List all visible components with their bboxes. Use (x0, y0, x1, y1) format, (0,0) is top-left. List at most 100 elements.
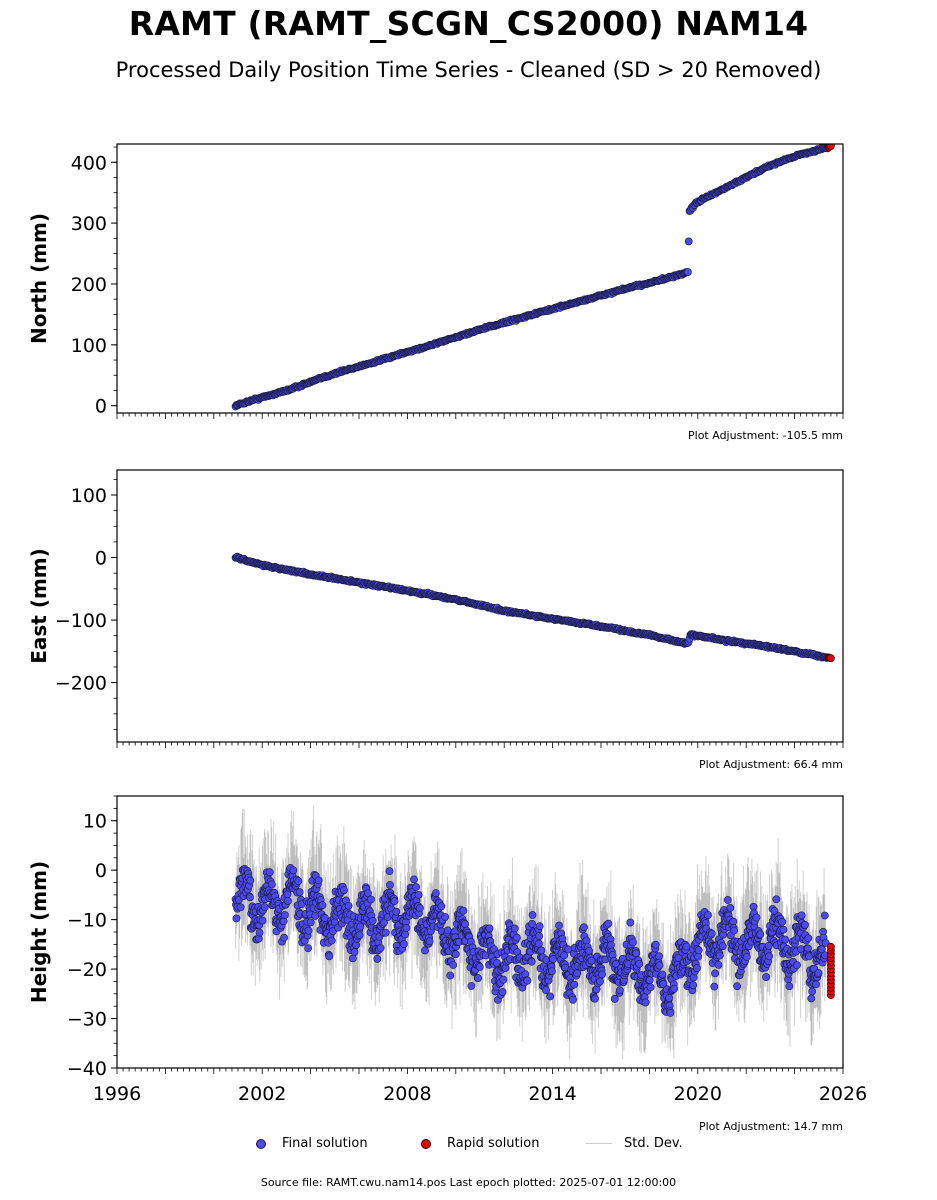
x-tick-label: 2002 (238, 1083, 286, 1105)
final-point (659, 980, 668, 988)
final-point (542, 986, 550, 995)
final-point (279, 917, 288, 926)
final-point (714, 960, 723, 969)
legend-sd: Std. Dev. (586, 1136, 683, 1151)
final-point (569, 995, 577, 1004)
final-point (749, 902, 758, 911)
final-point (443, 926, 452, 935)
final-point (421, 946, 429, 955)
final-point (778, 917, 787, 926)
x-tick-label: 2020 (674, 1083, 722, 1105)
final-point (726, 903, 735, 912)
final-point (715, 951, 724, 960)
final-point (461, 920, 469, 928)
final-point (304, 944, 313, 953)
final-point (764, 941, 773, 950)
final-point (535, 932, 544, 940)
y-tick-label: 300 (71, 213, 107, 235)
plot-adjustment: Plot Adjustment: -105.5 mm (688, 429, 843, 442)
y-axis-label: Height (mm) (27, 861, 51, 1003)
final-point (246, 893, 254, 902)
final-point (804, 944, 812, 953)
final-point (373, 954, 382, 963)
final-point (548, 967, 556, 976)
final-marker-icon (256, 1138, 266, 1149)
final-point (646, 983, 655, 992)
legend-rapid: Rapid solution (421, 1136, 539, 1151)
final-point (267, 880, 276, 889)
final-point (236, 903, 245, 912)
final-point (756, 930, 765, 939)
final-point (555, 921, 563, 930)
final-point (797, 911, 806, 920)
final-point (410, 875, 418, 884)
final-point (546, 992, 555, 1001)
final-point (474, 974, 482, 983)
rapid-point (827, 654, 835, 663)
final-point (318, 901, 327, 910)
final-point (582, 936, 591, 945)
final-point (535, 922, 544, 930)
final-point (610, 994, 619, 1003)
legend: Final solution Rapid solution Std. Dev. (0, 1136, 937, 1158)
final-solution-points (231, 863, 830, 1017)
chart-title: RAMT (RAMT_SCGN_CS2000) NAM14 (128, 4, 809, 43)
final-point (441, 913, 450, 921)
final-point (510, 924, 519, 933)
source-footer: Source file: RAMT.cwu.nam14.pos Last epo… (260, 1176, 677, 1189)
final-point (281, 911, 289, 919)
final-point (399, 940, 408, 948)
y-tick-label: −10 (67, 910, 107, 932)
final-point (265, 868, 274, 877)
final-point (670, 984, 679, 993)
plot-adjustment: Plot Adjustment: 14.7 mm (699, 1120, 843, 1133)
final-point (765, 952, 774, 961)
final-point (364, 889, 372, 898)
final-point (704, 911, 712, 919)
final-point (684, 237, 693, 246)
legend-rapid-label: Rapid solution (447, 1136, 540, 1151)
final-point (632, 949, 641, 958)
final-point (645, 976, 654, 985)
final-point (707, 929, 716, 938)
x-axis-ticks (116, 413, 844, 419)
y-tick-label: −40 (67, 1058, 107, 1080)
panel-height: 10 0 −10 −20 −30 −40 Height (mm) Plot Adjustmen… (27, 795, 867, 1133)
y-tick-label: −20 (67, 959, 107, 981)
final-point (607, 941, 615, 949)
y-axis: 10 0 −10 −20 −30 −40 (67, 795, 117, 1080)
plot-adjustment: Plot Adjustment: 66.4 mm (699, 758, 843, 771)
final-solution-points (231, 144, 832, 411)
y-tick-label: 0 (95, 548, 107, 570)
final-point (451, 950, 460, 959)
x-tick-label: 2008 (383, 1083, 431, 1105)
final-point (693, 964, 701, 973)
final-point (730, 926, 739, 935)
final-point (801, 921, 809, 929)
final-point (295, 888, 304, 897)
final-point (475, 963, 484, 971)
final-point (340, 886, 348, 895)
final-point (635, 959, 644, 968)
final-point (246, 876, 255, 885)
final-point (380, 918, 388, 927)
x-tick-label: 2026 (819, 1083, 867, 1105)
final-point (694, 946, 703, 955)
final-point (812, 980, 820, 989)
final-point (425, 937, 434, 946)
x-axis-ticks (116, 1068, 844, 1074)
final-point (674, 953, 683, 962)
final-point (385, 867, 394, 876)
final-point (344, 901, 353, 910)
final-point (390, 897, 399, 906)
final-point (258, 916, 267, 925)
final-point (580, 923, 588, 932)
final-point (655, 952, 663, 961)
final-point (513, 933, 521, 942)
final-point (570, 980, 579, 989)
legend-final-label: Final solution (282, 1136, 368, 1151)
final-point (729, 917, 738, 926)
rapid-marker-icon (421, 1138, 431, 1149)
final-point (294, 877, 303, 886)
